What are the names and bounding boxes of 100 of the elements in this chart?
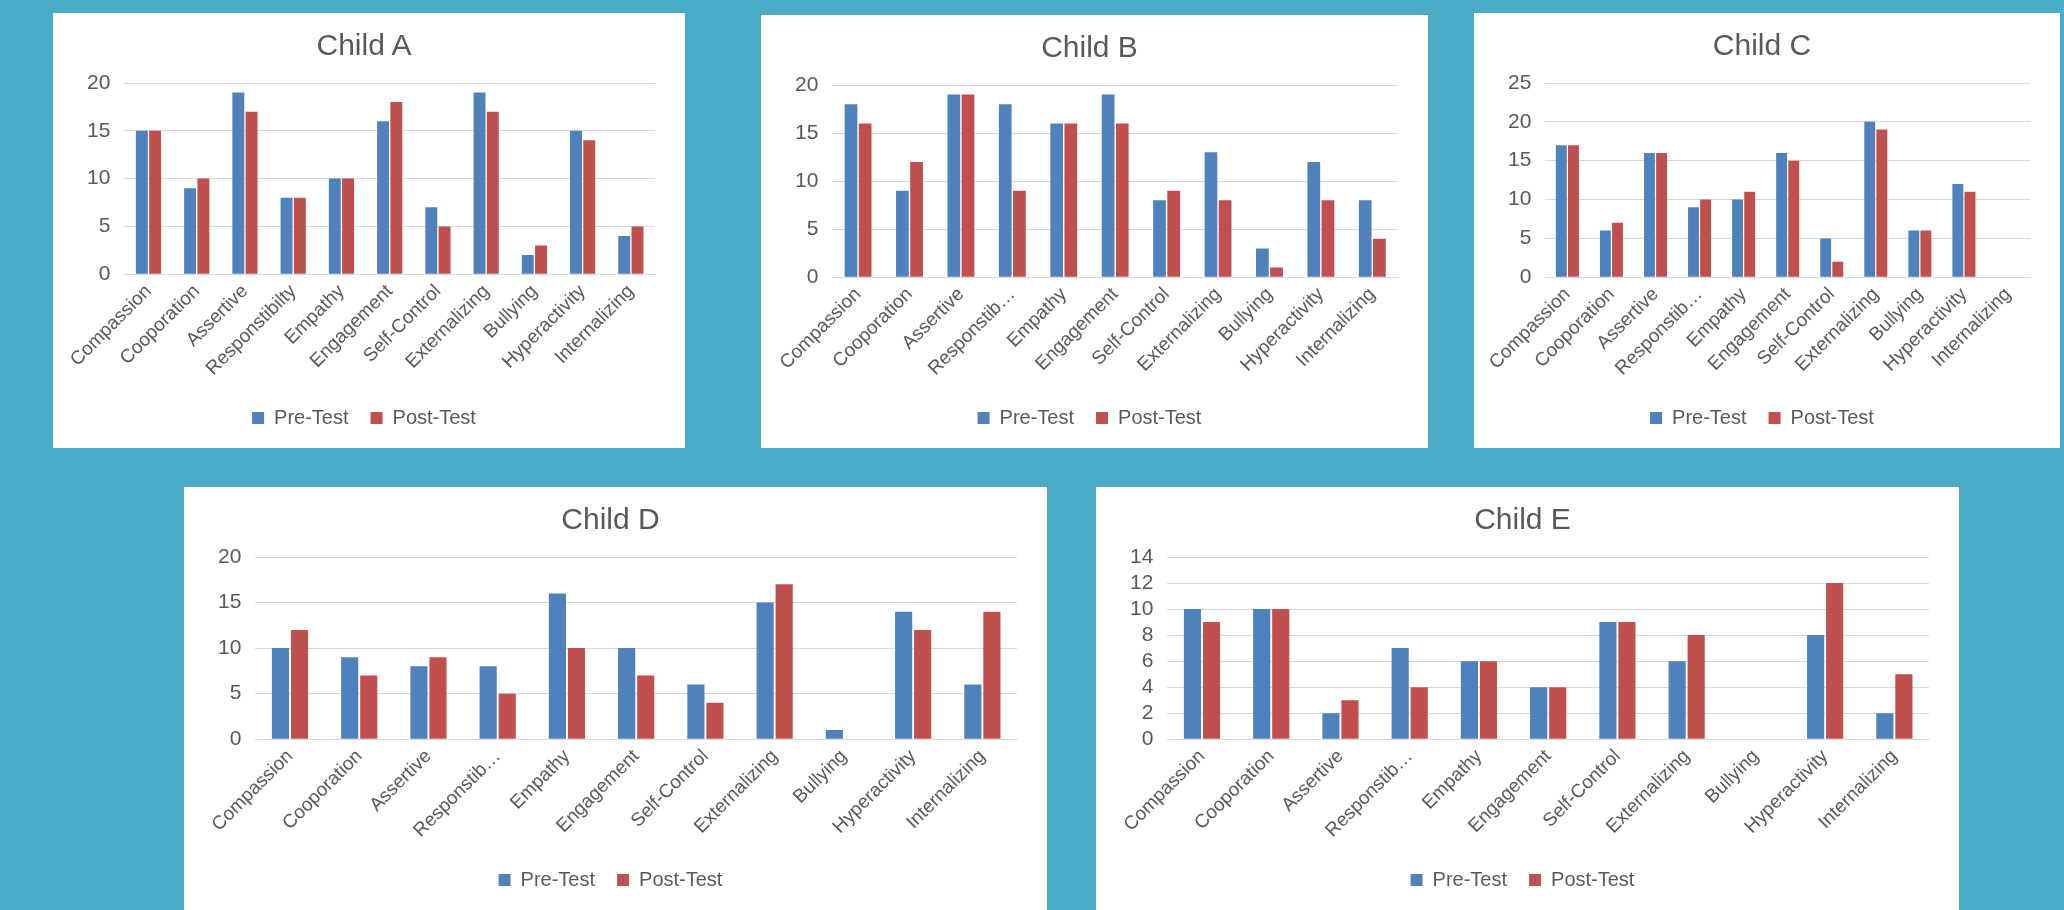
bar <box>1115 123 1129 277</box>
chart-title: Child A <box>316 28 412 62</box>
chart-title: Child D <box>561 502 660 536</box>
y-tick-label: 10 <box>1130 595 1154 619</box>
y-tick-label: 20 <box>795 71 819 95</box>
bar <box>521 255 534 274</box>
y-tick-label: 12 <box>1130 569 1154 593</box>
y-tick-label: 0 <box>806 264 819 288</box>
y-tick-label: 8 <box>1141 621 1154 645</box>
bar <box>135 130 148 274</box>
bar <box>377 121 390 274</box>
chart-title: Child C <box>1712 28 1812 62</box>
bar <box>486 111 499 274</box>
bar <box>1832 261 1844 277</box>
y-tick-label: 15 <box>795 119 819 143</box>
bar <box>535 245 547 274</box>
bar <box>1307 161 1321 277</box>
bar <box>1908 230 1920 277</box>
bar <box>1895 674 1913 739</box>
bar <box>1876 129 1888 277</box>
bar <box>1788 160 1800 277</box>
bar <box>895 611 913 739</box>
bar <box>1732 199 1744 277</box>
bar <box>583 140 596 274</box>
bar <box>1410 687 1428 739</box>
y-tick-label: 0 <box>98 261 111 285</box>
bar <box>1964 191 1976 277</box>
legend-label: Pre-Test <box>999 405 1075 428</box>
bar <box>1820 238 1832 277</box>
bar <box>825 730 843 739</box>
legend-label: Pre-Test <box>274 405 349 428</box>
bar <box>245 111 258 274</box>
bar <box>706 702 724 739</box>
chart-title: Child E <box>1474 502 1571 536</box>
legend-label: Pre-Test <box>1432 867 1508 890</box>
y-tick-label: 0 <box>1141 726 1154 750</box>
y-tick-label: 5 <box>98 213 111 237</box>
bar <box>1322 713 1340 739</box>
bar <box>1864 121 1876 277</box>
bar <box>687 684 705 739</box>
bar <box>1643 152 1655 277</box>
bar <box>1700 199 1712 277</box>
legend-label: Pre-Test <box>520 867 596 890</box>
bar <box>271 648 290 739</box>
bar <box>858 123 872 277</box>
bar <box>1460 661 1478 739</box>
bar <box>756 602 774 739</box>
bar <box>280 197 293 274</box>
bar <box>1618 622 1636 739</box>
y-tick-label: 20 <box>87 69 111 93</box>
legend-label: Post-Test <box>639 867 723 890</box>
bar <box>1373 238 1386 277</box>
bar <box>390 102 403 274</box>
bar <box>910 161 923 277</box>
bar <box>1479 661 1498 739</box>
y-tick-label: 6 <box>1141 647 1154 671</box>
bar <box>232 92 245 274</box>
bar <box>1599 622 1617 739</box>
chart-title: Child B <box>1041 30 1138 64</box>
legend-label: Post-Test <box>1551 867 1635 890</box>
bar <box>1744 191 1756 277</box>
legend-label: Post-Test <box>1118 405 1202 428</box>
y-tick-label: 15 <box>1508 147 1532 171</box>
bar <box>548 593 566 739</box>
bar <box>1272 609 1290 739</box>
bar <box>947 94 961 277</box>
bar <box>1668 661 1686 739</box>
bar <box>479 666 497 739</box>
y-tick-label: 5 <box>1519 225 1532 249</box>
y-tick-label: 10 <box>87 165 111 189</box>
bar <box>618 236 631 274</box>
bar <box>197 178 210 274</box>
y-tick-label: 20 <box>218 543 242 567</box>
y-tick-label: 5 <box>806 215 819 239</box>
bar <box>1202 622 1221 739</box>
y-tick-label: 25 <box>1508 69 1532 93</box>
legend-label: Pre-Test <box>1672 405 1747 428</box>
bar <box>983 611 1001 739</box>
bar <box>844 104 858 277</box>
bar <box>896 190 909 277</box>
bar <box>570 130 582 274</box>
bar <box>1341 700 1359 739</box>
y-tick-label: 14 <box>1130 543 1154 567</box>
bar <box>631 226 644 274</box>
bar <box>1876 713 1894 739</box>
bar <box>1050 123 1064 277</box>
bar <box>1599 230 1611 277</box>
bar <box>1687 635 1705 739</box>
bar <box>410 666 428 739</box>
bar <box>473 92 486 274</box>
bar <box>1826 583 1844 739</box>
bar <box>290 629 309 739</box>
y-tick-label: 10 <box>1508 186 1532 210</box>
bar <box>1064 123 1078 277</box>
bar <box>1391 648 1409 739</box>
bar <box>425 207 438 274</box>
bar <box>1952 184 1964 277</box>
bar <box>1270 267 1283 277</box>
bar <box>341 657 359 739</box>
bar <box>1101 94 1115 277</box>
